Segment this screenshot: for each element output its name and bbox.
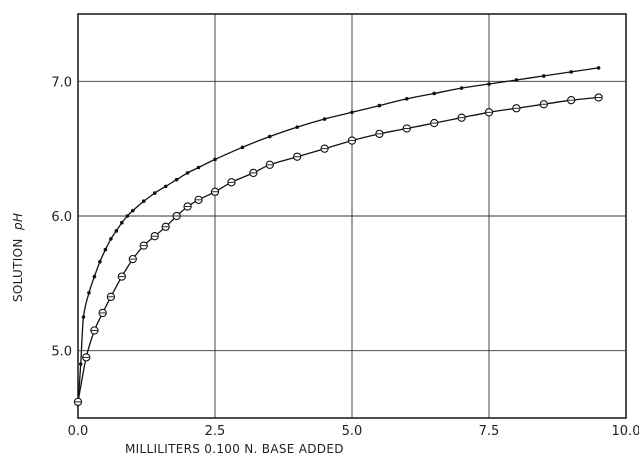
x-tick-label: 5.0 [342,424,363,439]
series-1-point [103,247,108,252]
series-1-point [163,184,168,189]
series-group [73,66,603,407]
series-1-point [120,220,124,225]
series-1-point [81,315,86,319]
series-1-point [596,66,601,70]
series-1-point [125,214,130,218]
series-1-point [569,70,573,74]
y-tick-label: 6.0 [51,210,72,225]
series-1-point [185,171,190,175]
series-1-point [322,117,327,121]
series-2-line [77,96,599,402]
series-1-point [514,78,519,82]
x-tick-label: 0.0 [68,424,89,439]
series-1-point [268,134,272,139]
plot-frame [77,13,627,419]
series-1-point [196,165,201,170]
series-1-point [152,191,157,195]
series-1-point [92,274,97,279]
series-1-point [350,110,354,115]
series-1-point [141,199,146,203]
series-1-point [487,82,491,86]
series-1-point [98,259,102,264]
series-1-point [109,237,113,241]
y-tick-label: 5.0 [51,345,72,360]
x-tick-label: 2.5 [205,424,226,439]
series-1-point [114,229,119,233]
x-axis-label: MILLILITERS 0.100 N. BASE ADDED [125,442,344,456]
series-1-point [405,97,409,101]
x-tick-label: 7.5 [479,424,500,439]
series-1-point [131,208,135,213]
x-tick-label: 10.0 [612,424,639,439]
series-1-point [78,362,83,366]
series-1-point [240,145,245,150]
series-1-point [459,86,464,90]
series-1-point [213,157,217,162]
y-tick-label: 7.0 [51,75,72,90]
series-1-point [542,74,546,78]
tick-labels: 0.0 2.5 5.0 7.5 10.0 5.0 6.0 7.0 [51,75,639,439]
y-axis-label: SOLUTION [11,238,25,302]
series-1-point [174,177,179,182]
series-1-point [377,103,382,108]
series-1-point [295,125,300,129]
grid [78,14,626,418]
series-1-point [87,290,91,295]
series-1-point [432,91,437,96]
y-axis-label-ph: pH [11,213,25,231]
